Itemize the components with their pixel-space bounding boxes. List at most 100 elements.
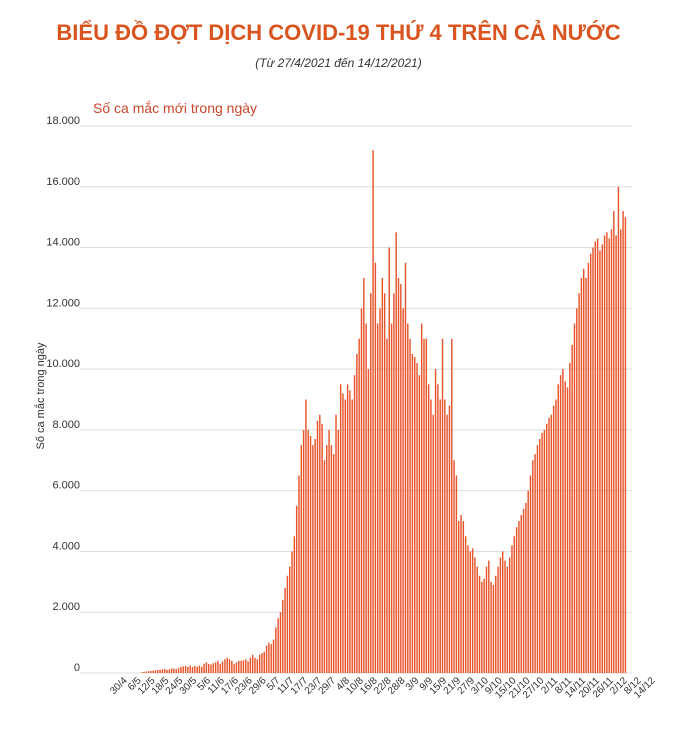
bar — [161, 669, 164, 673]
bar — [372, 150, 374, 674]
bar — [342, 393, 344, 673]
y-axis: 0 2.000 4.000 6.000 8.000 10.000 12.000 14.000 1… — [46, 115, 80, 674]
bar — [583, 268, 585, 673]
bar — [451, 338, 453, 673]
bar — [541, 432, 543, 673]
y-tick-label: 18.000 — [46, 115, 80, 127]
bar — [300, 445, 303, 673]
bar — [518, 521, 520, 673]
bar — [293, 536, 296, 673]
bar — [145, 671, 147, 673]
bar — [613, 211, 615, 674]
bar — [585, 277, 587, 673]
bar — [330, 445, 333, 673]
bar — [397, 277, 400, 673]
bar — [453, 460, 455, 673]
bar — [201, 666, 203, 673]
bar — [601, 244, 603, 673]
bar — [559, 375, 562, 673]
bar — [339, 384, 342, 673]
bar — [471, 548, 474, 673]
bar — [571, 344, 573, 673]
bar — [532, 460, 534, 673]
bar — [427, 384, 430, 673]
bar — [203, 663, 205, 673]
series-label: Số ca mắc mới trong ngày — [93, 100, 257, 116]
bar — [279, 612, 282, 673]
bar — [536, 445, 539, 673]
bar — [599, 250, 601, 673]
bar — [411, 353, 414, 673]
bar — [159, 669, 161, 673]
bar — [376, 323, 379, 673]
bar — [414, 356, 416, 673]
bar — [555, 399, 557, 673]
bar — [240, 660, 242, 673]
bar — [580, 277, 583, 673]
bar — [217, 660, 219, 673]
bar — [170, 668, 173, 673]
bar — [501, 551, 504, 673]
bar — [291, 551, 293, 673]
bar — [289, 566, 291, 673]
bar — [356, 353, 358, 673]
bar — [497, 566, 499, 673]
x-axis: 30/46/512/518/524/530/55/611/617/623/629… — [108, 675, 658, 701]
bar — [485, 566, 488, 673]
bar — [233, 663, 235, 673]
bar — [349, 390, 351, 673]
bar — [474, 557, 476, 673]
bar — [520, 514, 522, 673]
bar — [409, 338, 411, 673]
bar — [238, 660, 240, 673]
bar — [309, 435, 312, 673]
bar — [390, 323, 393, 673]
bar — [367, 369, 370, 673]
bar — [527, 490, 529, 673]
y-tick-label: 0 — [74, 662, 80, 674]
bar — [448, 405, 451, 673]
y-tick-label: 10.000 — [46, 358, 80, 370]
bar — [249, 657, 252, 673]
bar — [444, 399, 446, 673]
bar — [490, 581, 492, 673]
bar — [140, 672, 143, 673]
bar — [543, 429, 546, 673]
bar — [402, 308, 404, 673]
bar — [152, 670, 154, 673]
bar — [388, 247, 390, 674]
bar — [370, 293, 372, 673]
bar — [420, 323, 423, 673]
bar — [393, 293, 395, 673]
bar — [163, 669, 166, 673]
bar — [150, 670, 152, 673]
bar — [430, 399, 432, 673]
y-tick-label: 12.000 — [46, 297, 80, 309]
bar — [194, 666, 196, 673]
bar — [157, 669, 159, 673]
bar — [344, 399, 346, 673]
bar — [247, 661, 249, 673]
bar — [395, 232, 397, 673]
y-tick-label: 4.000 — [52, 540, 80, 552]
bar — [564, 381, 566, 673]
bar — [476, 566, 478, 673]
bar — [298, 475, 300, 673]
bar — [603, 235, 606, 673]
bar — [254, 657, 256, 673]
bar — [210, 664, 212, 673]
bar — [504, 560, 506, 673]
bar — [455, 475, 458, 673]
bar — [622, 211, 624, 674]
bar — [400, 284, 402, 673]
bar — [284, 587, 286, 673]
bar — [228, 659, 231, 673]
bar — [314, 439, 316, 673]
chart-subtitle: (Từ 27/4/2021 đến 14/12/2021) — [255, 56, 422, 70]
bar — [437, 384, 439, 673]
bar — [545, 423, 548, 673]
bar — [610, 229, 613, 674]
bar — [592, 247, 594, 674]
y-tick-label: 2.000 — [52, 601, 80, 613]
bar — [589, 253, 592, 673]
